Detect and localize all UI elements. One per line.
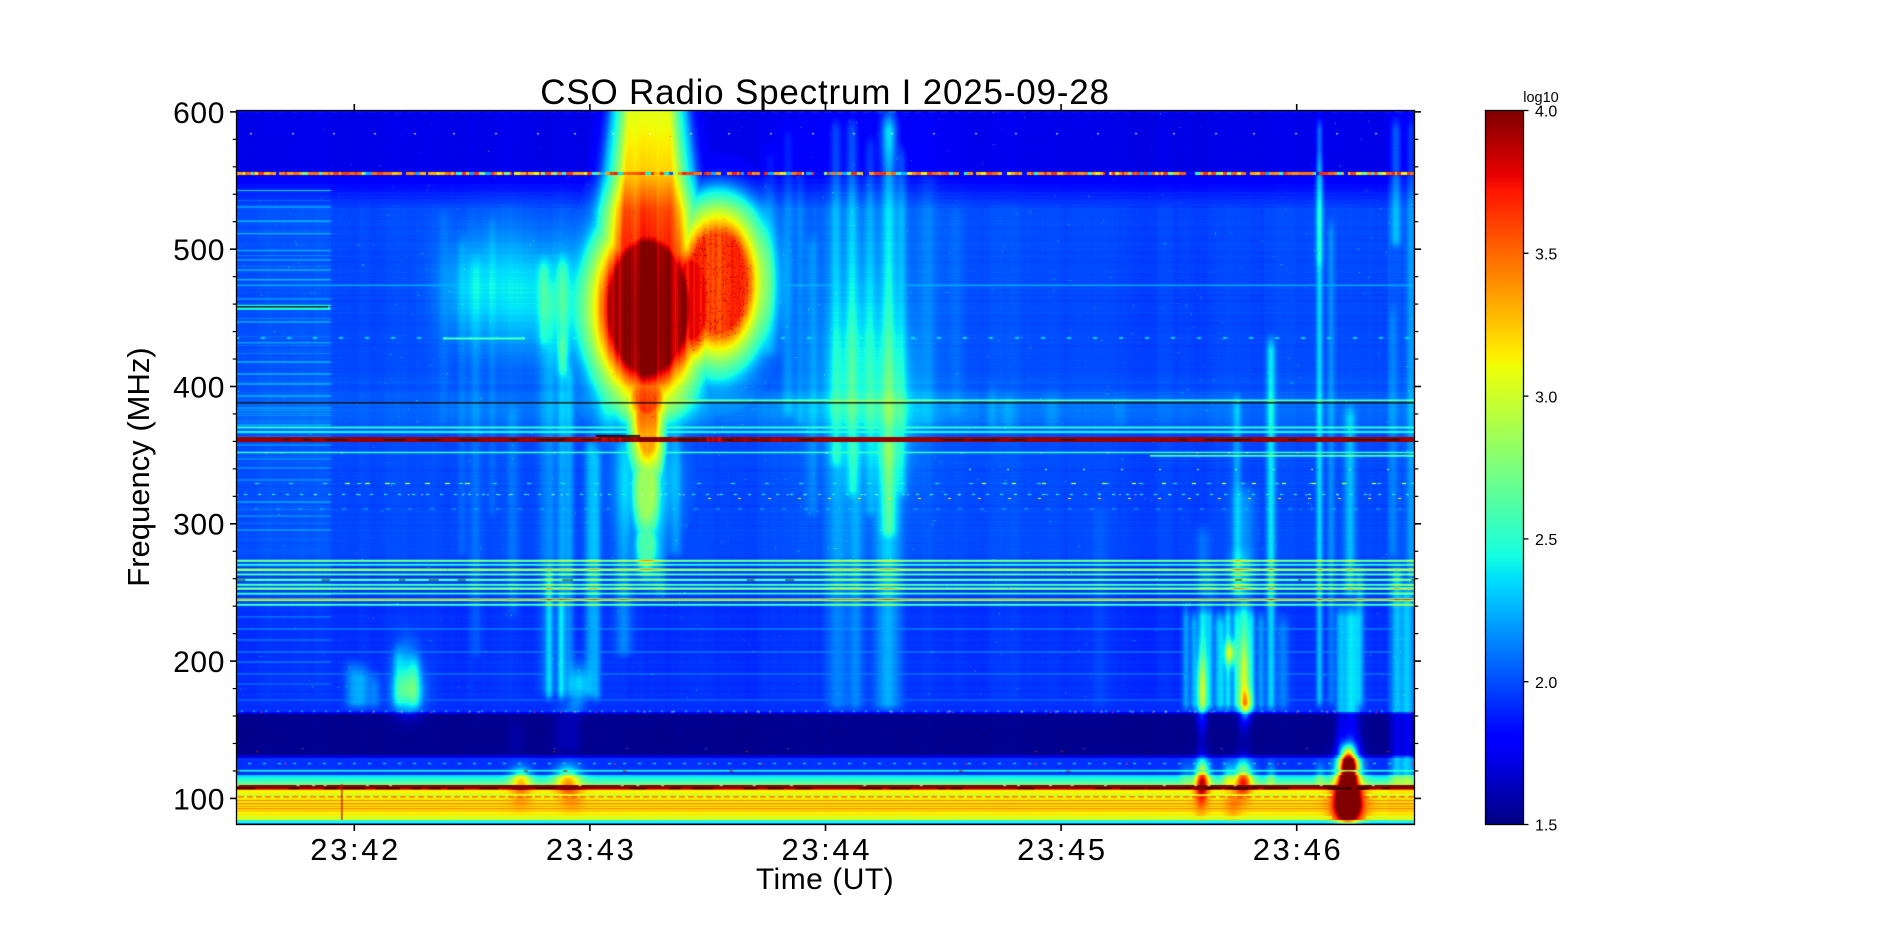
svg-text:log10: log10 [1523,90,1558,106]
svg-text:Time (UT): Time (UT) [756,863,894,896]
svg-text:23:43: 23:43 [546,832,637,867]
svg-text:3.0: 3.0 [1535,389,1557,406]
svg-text:100: 100 [173,783,225,816]
svg-text:4.0: 4.0 [1535,104,1557,121]
svg-text:23:42: 23:42 [310,832,401,867]
svg-text:400: 400 [173,371,225,404]
svg-text:23:46: 23:46 [1253,832,1344,867]
svg-text:Frequency (MHz): Frequency (MHz) [121,347,156,586]
svg-text:CSO Radio Spectrum I 2025-09-2: CSO Radio Spectrum I 2025-09-28 [540,73,1110,112]
svg-text:3.5: 3.5 [1535,247,1557,264]
svg-text:2.5: 2.5 [1535,532,1557,549]
svg-text:23:44: 23:44 [782,832,873,867]
svg-text:600: 600 [173,97,225,130]
svg-text:200: 200 [173,646,225,679]
svg-text:1.5: 1.5 [1535,818,1557,835]
svg-text:500: 500 [173,234,225,267]
svg-text:300: 300 [173,509,225,542]
svg-text:2.0: 2.0 [1535,675,1557,692]
svg-text:23:45: 23:45 [1017,832,1108,867]
